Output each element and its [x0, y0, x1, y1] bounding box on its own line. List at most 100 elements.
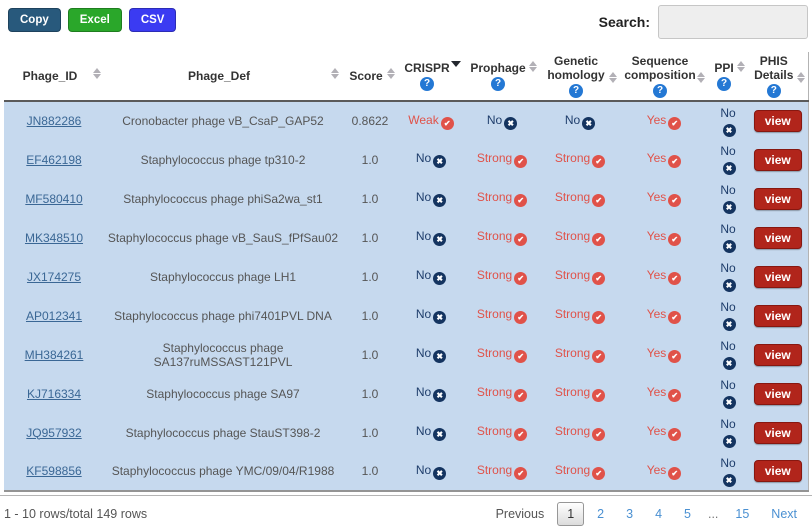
genetic-homology-cell-text: Strong [554, 151, 591, 165]
table-row: KF598856 Staphylococcus phage YMC/09/04/R… [4, 452, 808, 492]
column-label: Details [754, 68, 794, 82]
excel-button[interactable]: Excel [67, 8, 122, 32]
help-icon[interactable]: ? [420, 77, 434, 91]
cross-circle-icon: ✖ [431, 346, 447, 363]
score-cell: 1.0 [342, 335, 398, 374]
column-header-phage_id[interactable]: Phage_ID [4, 52, 104, 102]
genetic-homology-cell: Strong ✔ [540, 296, 620, 335]
sequence-composition-cell-text: Yes [646, 112, 667, 127]
view-button[interactable]: view [753, 343, 802, 366]
column-header-phage_def[interactable]: Phage_Def [104, 52, 342, 102]
phage-id-link[interactable]: MH384261 [24, 347, 84, 362]
phage-id-link[interactable]: JQ957932 [26, 425, 82, 440]
header-row: Phage_ID Phage_Def Score CRISPR? Prophage? Ge… [4, 52, 808, 102]
genetic-homology-cell: Strong ✔ [540, 413, 620, 452]
column-header-score[interactable]: Score [342, 52, 398, 102]
check-circle-icon: ✔ [590, 346, 606, 363]
sort-down-arrow [796, 78, 805, 83]
phage-def-cell: Staphylococcus phage SA97 [104, 374, 342, 413]
column-header-sequence-composition[interactable]: Sequence composition? [620, 52, 708, 102]
score-cell: 1.0 [342, 179, 398, 218]
view-button[interactable]: view [753, 148, 802, 171]
sort-up-arrow [697, 72, 705, 77]
column-header-genetic-homology[interactable]: Genetic homology? [540, 52, 620, 102]
phage-id-link[interactable]: JN882286 [26, 114, 82, 128]
column-header-prophage[interactable]: Prophage? [464, 52, 540, 102]
cross-circle-icon: ✖ [710, 158, 746, 175]
genetic-homology-cell-text: Strong [554, 385, 591, 399]
check-circle-icon: ✔ [512, 190, 528, 207]
check-circle-icon: ✔ [666, 113, 682, 130]
table-row: JX174275 Staphylococcus phage LH1 1.0 No ✖ St… [4, 257, 808, 296]
sequence-composition-cell-text: Yes [646, 307, 667, 321]
search-input[interactable] [658, 5, 808, 39]
prophage-cell: Strong ✔ [464, 296, 540, 335]
page-1[interactable]: 1 [557, 501, 585, 526]
sort-icon [737, 61, 745, 72]
phage-id-link[interactable]: AP012341 [25, 308, 83, 323]
column-header-phis-details[interactable]: PHIS Details? [748, 52, 808, 102]
page-3[interactable]: 3 [626, 506, 634, 521]
phage-id-link[interactable]: KF598856 [26, 464, 82, 478]
help-icon[interactable]: ? [766, 84, 781, 98]
page-2[interactable]: 2 [597, 506, 605, 521]
sort-desc-icon [451, 61, 461, 67]
view-button[interactable]: view [753, 226, 802, 249]
help-icon[interactable]: ? [569, 84, 583, 98]
prophage-cell: Strong ✔ [464, 452, 540, 492]
phage-id-link[interactable]: MF580410 [25, 191, 83, 206]
check-circle-icon: ✔ [512, 385, 528, 402]
score-cell: 1.0 [342, 374, 398, 413]
phage-id-link[interactable]: EF462198 [26, 152, 82, 167]
help-icon[interactable]: ? [653, 84, 667, 98]
cross-circle-icon: ✖ [431, 463, 447, 480]
check-circle-icon: ✔ [514, 428, 528, 441]
genetic-homology-cell: Strong ✔ [540, 374, 620, 413]
cross-circle-icon: ✖ [431, 385, 447, 402]
ppi-cell: No ✖ [708, 179, 748, 218]
sort-down-arrow [451, 61, 461, 67]
crispr-cell: Weak ✔ [398, 101, 464, 140]
view-button[interactable]: view [753, 110, 802, 132]
sort-icon [331, 68, 339, 79]
check-circle-icon: ✔ [514, 350, 528, 363]
phage-id-cell: AP012341 [4, 296, 104, 335]
help-icon[interactable]: ? [491, 77, 505, 91]
ppi-cell: No ✖ [708, 296, 748, 335]
phage-def-cell: Staphylococcus phage tp310-2 [104, 140, 342, 179]
cross-circle-icon: ✖ [433, 350, 447, 363]
phage-def-cell: Staphylococcus phage phiSa2wa_st1 [104, 179, 342, 218]
cross-circle-icon: ✖ [722, 162, 736, 175]
page-5[interactable]: 5 [684, 506, 691, 521]
view-button[interactable]: view [753, 382, 802, 405]
check-circle-icon: ✔ [668, 116, 682, 130]
sequence-composition-cell: Yes ✔ [620, 335, 708, 374]
view-button[interactable]: view [753, 460, 802, 482]
column-header-ppi[interactable]: PPI? [708, 52, 748, 102]
phage-id-link[interactable]: KJ716334 [26, 386, 82, 401]
page-4[interactable]: 4 [655, 506, 663, 521]
cross-circle-icon: ✖ [722, 473, 736, 487]
cross-circle-icon: ✖ [710, 431, 746, 448]
column-header-crispr[interactable]: CRISPR? [398, 52, 464, 102]
view-button[interactable]: view [753, 421, 802, 444]
check-circle-icon: ✔ [512, 268, 528, 285]
help-icon[interactable]: ? [717, 77, 731, 91]
check-circle-icon: ✔ [514, 194, 528, 207]
ppi-cell: No ✖ [708, 335, 748, 374]
phage-id-link[interactable]: JX174275 [26, 269, 82, 284]
view-button[interactable]: view [753, 304, 802, 327]
view-button[interactable]: view [753, 187, 802, 210]
view-button[interactable]: view [753, 265, 802, 288]
phage-id-link[interactable]: MK348510 [24, 230, 84, 245]
cross-circle-icon: ✖ [433, 155, 447, 168]
column-label: Score [349, 69, 383, 83]
ppi-cell-text: No [720, 455, 736, 470]
sequence-composition-cell: Yes ✔ [620, 257, 708, 296]
page-previous[interactable]: Previous [495, 506, 545, 521]
page-next[interactable]: Next [771, 506, 797, 521]
csv-button[interactable]: CSV [128, 8, 177, 32]
prophage-cell-text: Strong [476, 190, 513, 204]
page-15[interactable]: 15 [735, 506, 750, 521]
copy-button[interactable]: Copy [8, 8, 61, 32]
